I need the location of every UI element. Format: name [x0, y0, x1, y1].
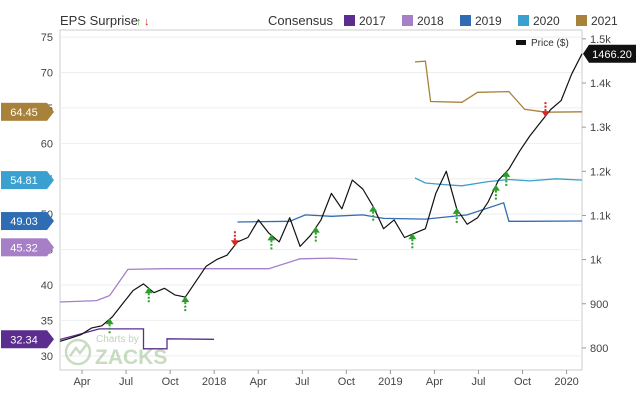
consensus-line-2019	[237, 201, 583, 223]
legend-swatch-2018	[402, 15, 413, 26]
x-tick-label: Oct	[162, 376, 179, 388]
legend-swatch-2021	[576, 15, 587, 26]
left-badge-pointer	[47, 330, 54, 349]
left-badge	[1, 238, 47, 257]
x-tick-label: 2019	[378, 376, 402, 388]
x-tick-label: Jul	[119, 376, 133, 388]
x-tick-label: 2020	[554, 376, 578, 388]
x-tick-label: Oct	[338, 376, 355, 388]
right-tick-label: 1.4k	[590, 78, 611, 90]
left-tick-label: 60	[41, 138, 53, 150]
surprise-down-arrowhead	[541, 111, 550, 118]
consensus-lines	[59, 60, 583, 350]
plot-area	[59, 29, 583, 371]
consensus-line-2018	[59, 257, 358, 303]
surprise-up-arrowhead	[144, 287, 153, 294]
legend-swatch-2020	[518, 15, 529, 26]
zacks-watermark: Charts by ZACKS	[64, 334, 167, 369]
left-tick-label: 35	[41, 315, 53, 327]
x-tick-label: Jul	[471, 376, 485, 388]
legend-label-2021: 2021	[591, 14, 618, 28]
surprise-up-arrowhead	[502, 170, 511, 177]
left-badge-label: 45.32	[10, 242, 38, 254]
x-tick-label: Apr	[250, 376, 267, 388]
legend-swatch-2019	[460, 15, 471, 26]
x-axis: Apr Jul Oct 2018 Apr Jul Oct 2019 Apr Jul Oct 2020	[73, 370, 579, 388]
right-tick-label: 1.5k	[590, 34, 611, 46]
left-badge-label: 64.45	[10, 107, 38, 119]
right-tick-label: 1k	[590, 255, 602, 267]
surprise-down-legend-icon: ↓	[144, 16, 150, 28]
left-badge	[1, 102, 47, 121]
legend-label-2019: 2019	[475, 14, 502, 28]
legend-label-2018: 2018	[417, 14, 444, 28]
zacks-logo-icon	[64, 338, 92, 366]
consensus-label: Consensus	[268, 13, 334, 28]
x-tick-label: Apr	[426, 376, 443, 388]
x-tick-label: Oct	[514, 376, 531, 388]
price-legend-label: Price ($)	[531, 38, 569, 49]
consensus-line-2021	[414, 60, 583, 113]
left-tick-label: 40	[41, 280, 53, 292]
right-tick-label: 900	[590, 299, 608, 311]
surprise-up-arrowhead	[311, 226, 320, 233]
price-legend-swatch	[516, 40, 526, 45]
surprise-up-arrowhead	[267, 234, 276, 241]
right-tick-label: 1.3k	[590, 122, 611, 134]
left-tick-label: 70	[41, 68, 53, 80]
right-axis: 800 900 1k 1.1k 1.2k 1.3k 1.4k 1.5k	[582, 34, 611, 355]
left-badge-label: 54.81	[10, 175, 38, 187]
legend-swatch-2017	[344, 15, 355, 26]
left-badge-label: 49.03	[10, 216, 38, 228]
left-badge	[1, 212, 47, 231]
left-badge	[1, 330, 47, 349]
left-badge-pointer	[47, 238, 54, 257]
legend-label-2017: 2017	[359, 14, 386, 28]
surprise-up-arrowhead	[408, 233, 417, 240]
surprise-down-arrowhead	[230, 240, 239, 247]
chart-title: EPS Surprise	[60, 13, 138, 28]
surprise-up-legend-icon: ↑	[136, 16, 142, 28]
price-badge-label: 1466.20	[592, 49, 632, 61]
value-badges: 64.45 54.81 49.03 45.32 32.34 1466.20	[1, 44, 636, 349]
watermark-prefix: Charts by	[96, 334, 139, 345]
right-tick-label: 1.2k	[590, 166, 611, 178]
x-tick-label: Apr	[73, 376, 90, 388]
surprise-up-arrowhead	[491, 184, 500, 191]
left-tick-label: 30	[41, 351, 53, 363]
consensus-line-2020	[414, 177, 583, 187]
surprise-up-arrowhead	[452, 207, 461, 214]
left-badge-pointer	[47, 171, 54, 190]
right-tick-label: 800	[590, 343, 608, 355]
left-badge-label: 32.34	[10, 334, 38, 346]
surprise-arrows	[105, 102, 550, 334]
surprise-up-arrowhead	[181, 296, 190, 303]
surprise-up-arrowhead	[105, 318, 114, 325]
legend-label-2020: 2020	[533, 14, 560, 28]
left-axis: 30354045505560657075	[41, 32, 53, 363]
price-badge	[583, 44, 636, 63]
right-tick-label: 1.1k	[590, 210, 611, 222]
x-tick-label: Jul	[295, 376, 309, 388]
left-badge-pointer	[47, 212, 54, 231]
year-legend: 2017 2018 2019 2020 2021	[344, 14, 618, 28]
left-badge-pointer	[47, 102, 54, 121]
watermark-brand: ZACKS	[95, 346, 167, 369]
surprise-up-arrowhead	[369, 205, 378, 212]
left-tick-label: 75	[41, 32, 53, 44]
x-tick-label: 2018	[202, 376, 226, 388]
left-badge	[1, 171, 47, 190]
grid	[60, 36, 582, 357]
